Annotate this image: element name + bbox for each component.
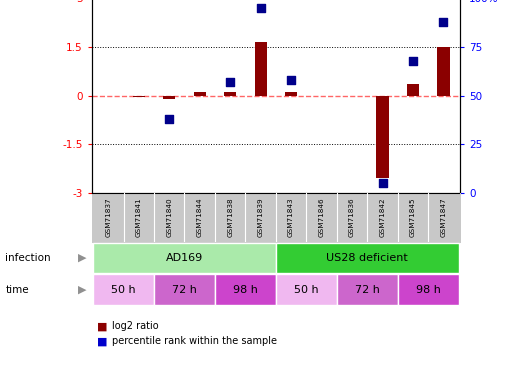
Text: ■: ■: [97, 336, 107, 346]
Bar: [255, 42, 267, 96]
Bar: [337, 274, 398, 305]
Text: GSM71847: GSM71847: [440, 197, 447, 237]
Point: [226, 79, 234, 85]
Text: GSM71838: GSM71838: [227, 197, 233, 237]
Text: time: time: [5, 285, 29, 295]
Bar: [93, 243, 276, 273]
Text: 50 h: 50 h: [111, 285, 136, 295]
Text: log2 ratio: log2 ratio: [112, 321, 159, 331]
Text: 98 h: 98 h: [233, 285, 258, 295]
Text: GSM71839: GSM71839: [258, 197, 264, 237]
Text: GSM71837: GSM71837: [105, 197, 111, 237]
Text: GSM71844: GSM71844: [197, 197, 203, 237]
Text: GSM71841: GSM71841: [136, 197, 142, 237]
Point: [256, 5, 265, 11]
Bar: [437, 47, 450, 96]
Bar: [194, 92, 206, 96]
Text: infection: infection: [5, 253, 51, 263]
Bar: [154, 274, 215, 305]
Bar: [285, 92, 297, 96]
Point: [378, 180, 386, 186]
Bar: [276, 243, 459, 273]
Point: [287, 77, 295, 83]
Text: GSM71846: GSM71846: [319, 197, 325, 237]
Text: AD169: AD169: [166, 253, 203, 263]
Text: GSM71840: GSM71840: [166, 197, 172, 237]
Bar: [215, 274, 276, 305]
Bar: [93, 274, 154, 305]
Text: GSM71845: GSM71845: [410, 197, 416, 237]
Bar: [163, 96, 175, 99]
Bar: [133, 96, 145, 97]
Text: ■: ■: [97, 321, 107, 331]
Text: 72 h: 72 h: [172, 285, 197, 295]
Point: [409, 57, 417, 63]
Text: 72 h: 72 h: [355, 285, 380, 295]
Bar: [276, 274, 337, 305]
Bar: [398, 274, 459, 305]
Text: 50 h: 50 h: [294, 285, 319, 295]
Bar: [377, 96, 389, 178]
Text: ▶: ▶: [78, 253, 87, 263]
Text: 98 h: 98 h: [416, 285, 441, 295]
Text: ▶: ▶: [78, 285, 87, 295]
Point: [165, 116, 174, 122]
Point: [439, 18, 448, 24]
Text: GSM71843: GSM71843: [288, 197, 294, 237]
Text: GSM71836: GSM71836: [349, 197, 355, 237]
Text: GSM71842: GSM71842: [380, 197, 385, 237]
Bar: [407, 84, 419, 96]
Text: percentile rank within the sample: percentile rank within the sample: [112, 336, 277, 346]
Bar: [224, 92, 236, 96]
Text: US28 deficient: US28 deficient: [326, 253, 408, 263]
